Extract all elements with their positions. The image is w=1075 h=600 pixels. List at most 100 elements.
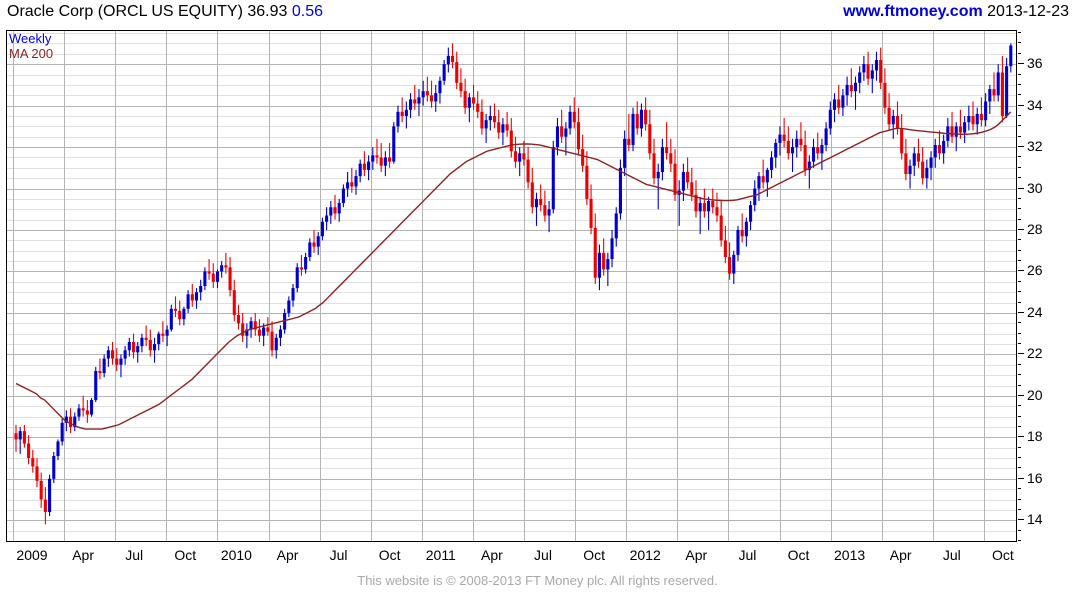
instrument-name: Oracle Corp (ORCL US EQUITY) [7, 3, 243, 20]
x-axis-label: Oct [378, 547, 401, 563]
legend-item-interval: Weekly [9, 31, 52, 46]
y-axis-tick [1018, 188, 1024, 189]
y-axis-tick [1018, 478, 1024, 479]
y-axis-minor-tick [1018, 353, 1021, 354]
candlestick-series [14, 43, 1013, 525]
chart-header: Oracle Corp (ORCL US EQUITY) 36.93 0.56 … [0, 0, 1075, 26]
chart-legend: Weekly MA 200 [9, 31, 53, 61]
y-axis-minor-tick [1018, 74, 1021, 75]
y-axis-minor-tick [1018, 488, 1021, 489]
chart-plot-area[interactable] [6, 30, 1017, 542]
y-axis-minor-tick [1018, 53, 1021, 54]
y-axis-minor-tick [1018, 333, 1021, 334]
x-axis-label: Apr [276, 547, 299, 563]
y-axis-tick [1018, 105, 1024, 106]
y-axis-minor-tick [1018, 188, 1021, 189]
y-axis-tick [1018, 146, 1024, 147]
y-axis-minor-tick [1018, 177, 1021, 178]
y-axis-minor-tick [1018, 281, 1021, 282]
last-price: 36.93 [247, 3, 288, 20]
y-axis-minor-tick [1018, 125, 1021, 126]
y-axis-minor-tick [1018, 291, 1021, 292]
y-axis-minor-tick [1018, 115, 1021, 116]
x-axis-label: Jul [534, 547, 552, 563]
y-axis-minor-tick [1018, 270, 1021, 271]
y-axis-minor-tick [1018, 94, 1021, 95]
y-axis-label: 24 [1027, 303, 1043, 320]
x-axis-label: Apr [889, 547, 912, 563]
y-axis-minor-tick [1018, 436, 1021, 437]
y-axis-minor-tick [1018, 42, 1021, 43]
y-axis-minor-tick [1018, 509, 1021, 510]
y-axis-minor-tick [1018, 499, 1021, 500]
price-change: 0.56 [291, 3, 323, 20]
y-axis-minor-tick [1018, 229, 1021, 230]
x-axis-label: 2013 [834, 547, 866, 563]
y-axis-label: 26 [1027, 262, 1043, 279]
y-axis-tick [1018, 353, 1024, 354]
y-axis-minor-tick [1018, 540, 1021, 541]
x-axis-label: 2011 [425, 547, 456, 563]
x-axis-label: Oct [583, 547, 605, 563]
header-right: www.ftmoney.com 2013-12-23 [843, 3, 1069, 21]
y-axis-minor-tick [1018, 312, 1021, 313]
y-axis-minor-tick [1018, 84, 1021, 85]
y-axis-minor-tick [1018, 167, 1021, 168]
y-axis-minor-tick [1018, 198, 1021, 199]
y-axis-label: 18 [1027, 428, 1043, 445]
x-axis-label: Oct [174, 547, 197, 563]
site-link[interactable]: www.ftmoney.com [843, 3, 983, 20]
x-axis-label: Jul [125, 547, 144, 563]
y-axis-minor-tick [1018, 519, 1021, 520]
y-axis-minor-tick [1018, 426, 1021, 427]
y-axis-minor-tick [1018, 395, 1021, 396]
y-axis-minor-tick [1018, 416, 1021, 417]
y-axis-minor-tick [1018, 219, 1021, 220]
footer-copyright: This website is © 2008-2013 FT Money plc… [357, 573, 718, 588]
y-axis-minor-tick [1018, 478, 1021, 479]
y-axis-minor-tick [1018, 260, 1021, 261]
y-axis-minor-tick [1018, 364, 1021, 365]
ma200-line [15, 111, 1012, 430]
x-axis-label: Oct [787, 547, 810, 563]
y-axis-label: 34 [1027, 96, 1043, 113]
y-axis-minor-tick [1018, 156, 1021, 157]
legend-item-ma: MA 200 [9, 46, 54, 61]
y-axis-minor-tick [1018, 105, 1021, 106]
y-axis-minor-tick [1018, 63, 1021, 64]
y-axis-minor-tick [1018, 322, 1021, 323]
x-axis-label: Apr [685, 547, 708, 563]
y-axis-label: 28 [1027, 221, 1043, 238]
candlestick-svg [7, 31, 1016, 541]
major-gridlines [7, 64, 1016, 521]
y-axis-minor-tick [1018, 405, 1021, 406]
y-axis-label: 36 [1027, 55, 1043, 72]
y-axis-tick [1018, 63, 1024, 64]
y-axis-tick [1018, 395, 1024, 396]
y-axis-label: 22 [1027, 345, 1043, 362]
y-axis-label: 20 [1027, 386, 1043, 403]
y-axis-tick [1018, 436, 1024, 437]
y-axis-tick [1018, 519, 1024, 520]
y-axis-label: 30 [1027, 179, 1043, 196]
y-axis-minor-tick [1018, 32, 1021, 33]
y-axis-tick [1018, 312, 1024, 313]
y-axis-minor-tick [1018, 374, 1021, 375]
y-axis-minor-tick [1018, 239, 1021, 240]
x-axis-label: Apr [480, 547, 503, 563]
y-axis-minor-tick [1018, 208, 1021, 209]
y-axis-minor-tick [1018, 343, 1021, 344]
y-axis-minor-tick [1018, 146, 1021, 147]
chart-canvas [7, 31, 1016, 541]
y-axis-tick [1018, 229, 1024, 230]
y-axis-label: 32 [1027, 138, 1043, 155]
x-axis-label: Apr [72, 547, 94, 563]
minor-gridlines [7, 33, 1016, 532]
x-axis-label: Jul [942, 547, 961, 563]
y-axis-tick [1018, 270, 1024, 271]
instrument-title: Oracle Corp (ORCL US EQUITY) 36.93 0.56 [7, 3, 323, 21]
x-axis-label: Oct [992, 547, 1014, 563]
y-axis-minor-tick [1018, 250, 1021, 251]
x-axis-label: Jul [329, 547, 348, 563]
y-axis-minor-tick [1018, 467, 1021, 468]
